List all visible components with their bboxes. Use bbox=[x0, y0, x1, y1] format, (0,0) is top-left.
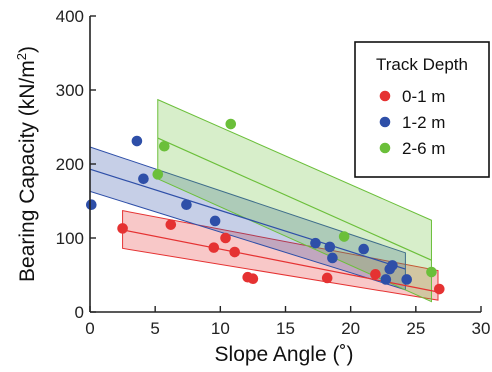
legend-marker-1 bbox=[379, 90, 391, 102]
data-point-1 bbox=[321, 272, 333, 284]
legend-label-2: 1-2 m bbox=[402, 113, 445, 132]
data-point-2 bbox=[358, 243, 370, 255]
y-tick-label: 100 bbox=[56, 229, 84, 248]
y-tick-label: 0 bbox=[75, 303, 84, 322]
x-tick-label: 30 bbox=[472, 319, 491, 338]
legend-entries: 0-1 m 1-2 m 2-6 m bbox=[379, 87, 445, 158]
data-point-3 bbox=[152, 169, 164, 180]
legend-marker-2 bbox=[379, 116, 391, 128]
y-axis-title-sup: 2 bbox=[14, 53, 29, 60]
y-axis-title-end: ) bbox=[16, 46, 39, 53]
data-point-1 bbox=[229, 246, 240, 258]
x-tick-label: 25 bbox=[406, 319, 425, 338]
data-points bbox=[86, 118, 445, 295]
data-point-1 bbox=[165, 219, 177, 230]
data-point-1 bbox=[117, 223, 128, 234]
data-point-2 bbox=[387, 260, 398, 271]
y-ticks: 0 100 200 300 400 bbox=[56, 7, 96, 322]
x-tick-label: 5 bbox=[150, 319, 159, 338]
legend-label-1: 0-1 m bbox=[402, 87, 445, 106]
data-point-2 bbox=[310, 237, 321, 249]
data-point-2 bbox=[131, 135, 143, 147]
legend-label-3: 2-6 m bbox=[402, 139, 445, 158]
data-point-1 bbox=[433, 283, 445, 295]
x-tick-label: 15 bbox=[276, 319, 295, 338]
data-point-2 bbox=[380, 274, 392, 285]
y-tick-label: 400 bbox=[56, 7, 84, 26]
y-tick-label: 200 bbox=[56, 155, 84, 174]
data-point-1 bbox=[370, 268, 381, 280]
legend: Track Depth 0-1 m 1-2 m 2-6 m bbox=[354, 41, 490, 178]
data-point-1 bbox=[208, 242, 220, 253]
data-point-2 bbox=[324, 241, 336, 253]
x-tick-label: 0 bbox=[85, 319, 94, 338]
data-point-2 bbox=[327, 252, 338, 264]
data-point-3 bbox=[426, 266, 437, 278]
regression-line-2 bbox=[89, 168, 406, 270]
y-tick-label: 300 bbox=[56, 81, 84, 100]
data-point-3 bbox=[338, 231, 350, 242]
data-point-1 bbox=[247, 273, 259, 285]
data-point-3 bbox=[158, 140, 170, 152]
x-ticks: 0 5 10 15 20 25 30 bbox=[85, 306, 490, 338]
legend-title: Track Depth bbox=[376, 55, 468, 74]
data-point-2 bbox=[138, 173, 149, 185]
data-point-1 bbox=[220, 232, 231, 244]
x-tick-label: 20 bbox=[341, 319, 360, 338]
data-point-2 bbox=[401, 274, 413, 285]
regression-line-3 bbox=[157, 137, 432, 261]
data-point-2 bbox=[86, 199, 97, 210]
y-axis-title: Bearing Capacity (kN/m2) bbox=[14, 46, 39, 282]
data-point-2 bbox=[181, 199, 192, 210]
x-tick-label: 10 bbox=[211, 319, 230, 338]
y-axis-title-main: Bearing Capacity (kN/m bbox=[16, 60, 39, 282]
legend-box bbox=[354, 41, 490, 178]
x-axis-title: Slope Angle (˚) bbox=[215, 343, 354, 366]
data-point-2 bbox=[209, 215, 221, 227]
data-point-3 bbox=[225, 118, 237, 130]
legend-marker-3 bbox=[379, 142, 391, 154]
